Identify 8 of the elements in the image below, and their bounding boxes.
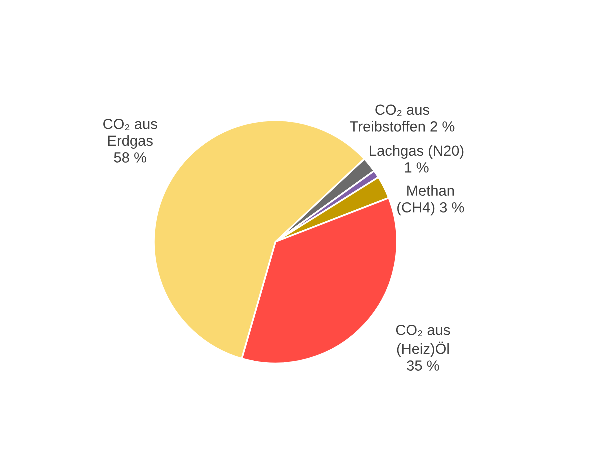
slice-label: CO₂ aus (Heiz)Öl bbox=[396, 324, 450, 358]
slice-label: Lachgas (N20) bbox=[370, 145, 464, 159]
slice-label: Methan (CH4) 3 % bbox=[398, 185, 464, 216]
data-label: 35 % bbox=[407, 360, 440, 371]
slice-label: CO₂ aus Erdgas bbox=[104, 118, 158, 149]
slice-label: CO₂ aus Treibstoffen 2 % bbox=[350, 104, 455, 132]
data-label: 58 % bbox=[114, 152, 146, 163]
data-label: 1 % bbox=[405, 162, 429, 173]
